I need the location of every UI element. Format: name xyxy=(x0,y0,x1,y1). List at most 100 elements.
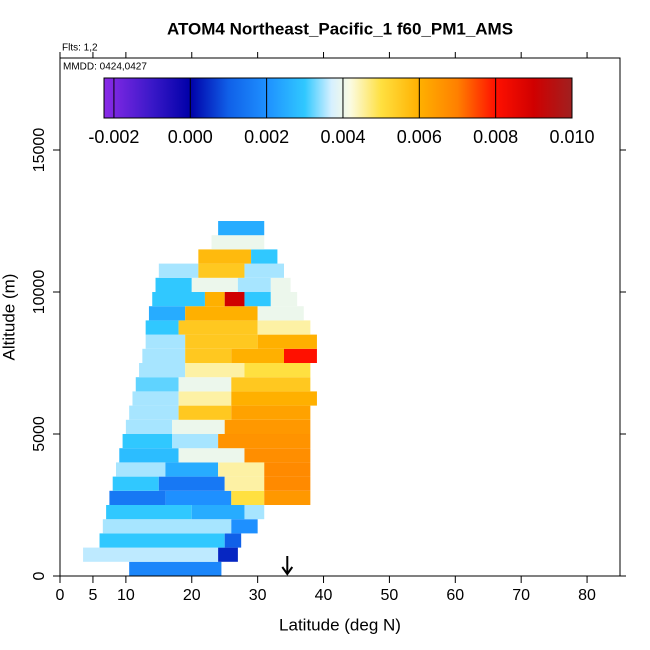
cell xyxy=(139,363,186,378)
cell xyxy=(185,363,245,378)
cell xyxy=(257,306,304,321)
cell xyxy=(244,505,265,520)
y-tick-label: 0 xyxy=(31,571,48,580)
x-tick-label: 30 xyxy=(249,587,267,604)
cell xyxy=(172,419,225,435)
colorbar-tick-label: 0.002 xyxy=(244,127,289,147)
y-tick-label: 5000 xyxy=(31,416,48,452)
cell xyxy=(178,320,258,335)
cell xyxy=(185,334,258,349)
cell xyxy=(264,462,311,477)
cell xyxy=(244,292,271,307)
plot-frame xyxy=(59,57,621,577)
cell xyxy=(224,533,242,548)
colorbar-tick-label: 0.000 xyxy=(168,127,213,147)
cell xyxy=(106,505,192,520)
colorbar-tick-label: -0.002 xyxy=(88,127,139,147)
cell xyxy=(257,334,317,349)
cell xyxy=(191,505,245,520)
chart-title: ATOM4 Northeast_Pacific_1 f60_PM1_AMS xyxy=(167,19,513,38)
colorbar-tick-label: 0.008 xyxy=(473,127,518,147)
cell xyxy=(129,561,222,576)
cell xyxy=(178,448,245,463)
cell xyxy=(178,391,232,406)
cell xyxy=(165,490,232,506)
cell xyxy=(165,462,219,477)
y-tick-label: 15000 xyxy=(31,128,48,173)
cell xyxy=(244,363,311,378)
cell xyxy=(135,377,179,392)
cell xyxy=(231,519,258,534)
cell xyxy=(99,533,225,548)
x-tick-label: 60 xyxy=(446,587,464,604)
cell xyxy=(218,547,238,562)
cell xyxy=(148,306,186,321)
cell xyxy=(152,292,205,307)
cell xyxy=(191,277,238,293)
cell xyxy=(237,277,271,293)
colorbar-tick-label: 0.010 xyxy=(549,127,594,147)
cell xyxy=(158,476,225,491)
cell xyxy=(264,476,311,491)
cell xyxy=(116,462,166,477)
cell xyxy=(102,519,232,534)
cell xyxy=(83,547,219,562)
cell xyxy=(129,405,179,420)
cell xyxy=(224,419,311,435)
cell xyxy=(158,263,199,278)
cell xyxy=(185,306,258,321)
cell xyxy=(224,476,265,491)
cell xyxy=(270,277,291,293)
cell xyxy=(155,277,192,293)
subtitle: Flts: 1,2 xyxy=(62,43,98,54)
x-tick-label: 50 xyxy=(381,587,399,604)
y-axis-label: Altitude (m) xyxy=(0,274,18,361)
cell xyxy=(284,348,317,364)
cell xyxy=(122,434,172,449)
cell xyxy=(145,320,179,335)
cell xyxy=(109,490,166,506)
cell xyxy=(224,292,245,307)
cell xyxy=(244,263,284,278)
cell xyxy=(204,292,225,307)
x-tick-label: 5 xyxy=(88,587,97,604)
cell xyxy=(178,405,232,420)
cell xyxy=(119,448,179,463)
x-tick-label: 20 xyxy=(183,587,201,604)
colorbar xyxy=(103,77,573,119)
cell xyxy=(185,348,232,364)
cell xyxy=(142,348,186,364)
cell xyxy=(231,405,311,420)
cell xyxy=(218,462,265,477)
cell xyxy=(211,235,265,250)
x-tick-label: 0 xyxy=(56,587,65,604)
cell xyxy=(172,434,219,449)
cell xyxy=(125,419,172,435)
y-tick-label: 10000 xyxy=(31,270,48,315)
cell xyxy=(218,221,265,236)
cell xyxy=(218,434,311,449)
cell xyxy=(231,391,317,406)
cell xyxy=(112,476,159,491)
x-tick-label: 40 xyxy=(315,587,333,604)
colorbar-tick-label: 0.004 xyxy=(320,127,365,147)
cell xyxy=(270,292,298,307)
cell xyxy=(132,391,179,406)
cell xyxy=(198,249,252,264)
cell xyxy=(145,334,186,349)
cell xyxy=(231,490,265,506)
cell xyxy=(251,249,278,264)
x-tick-label: 10 xyxy=(117,587,135,604)
marker-arrowhead xyxy=(281,566,294,576)
x-tick-label: 80 xyxy=(578,587,596,604)
x-tick-label: 70 xyxy=(512,587,530,604)
cell xyxy=(257,320,311,335)
colorbar-tick-label: 0.006 xyxy=(397,127,442,147)
cell xyxy=(231,377,311,392)
cell xyxy=(198,263,245,278)
cell xyxy=(264,490,311,506)
cell xyxy=(231,348,284,364)
cell xyxy=(244,448,311,463)
annotation: MMDD: 0424,0427 xyxy=(63,62,147,73)
